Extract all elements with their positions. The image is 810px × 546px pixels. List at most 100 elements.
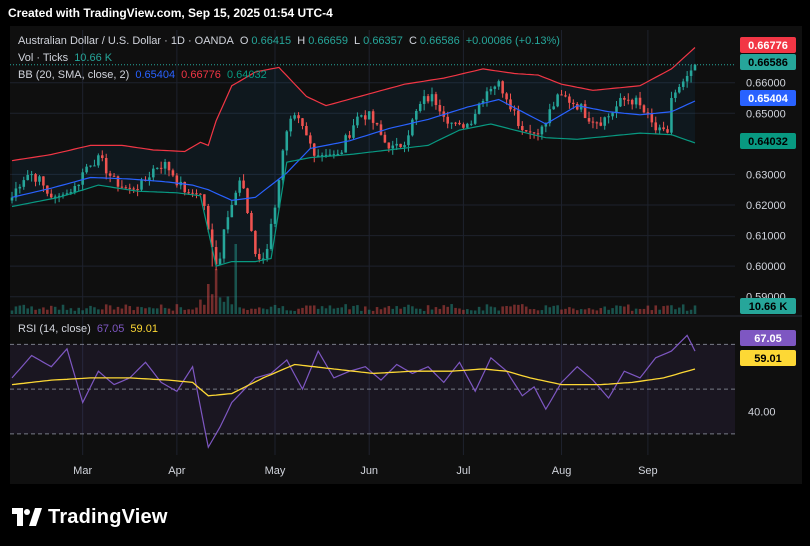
candle-body — [521, 126, 524, 131]
volume-bar — [442, 305, 446, 314]
volume-bar — [199, 299, 202, 314]
volume-bar — [536, 310, 540, 314]
candle-body — [301, 118, 304, 126]
candle-body — [155, 167, 159, 169]
volume-bar — [230, 304, 234, 314]
volume-bar — [666, 305, 669, 314]
badge-lower-bg — [740, 133, 796, 149]
volume-bar — [281, 306, 285, 314]
candle-body — [446, 116, 449, 124]
tradingview-brand: TradingView — [48, 505, 168, 528]
high-value: 0.66659 — [308, 35, 348, 47]
candle-body — [509, 99, 512, 110]
volume-bar — [254, 308, 257, 314]
candle-body — [246, 188, 249, 214]
candle-body — [650, 113, 654, 123]
volume-bar — [258, 307, 261, 314]
candle-body — [97, 155, 100, 166]
volume-bar — [289, 310, 292, 314]
candle-body — [93, 165, 96, 167]
volume-bar — [642, 308, 646, 314]
volume-bar — [14, 306, 18, 314]
legend-bb-row: BB (20, SMA, close, 2) 0.65404 0.66776 0… — [18, 69, 270, 81]
volume-bar — [371, 310, 375, 314]
badge-rsi-ma: 59.01 — [740, 350, 796, 366]
candle-body — [681, 81, 685, 87]
candle-body — [159, 167, 163, 169]
candle-body — [316, 155, 320, 157]
candle-body — [73, 186, 77, 193]
candle-body — [654, 122, 658, 131]
candle-body — [328, 154, 332, 156]
volume-bar — [678, 307, 681, 314]
volume-bar — [650, 310, 654, 314]
candle-body — [536, 133, 540, 135]
volume-bar — [104, 304, 108, 314]
badge-volume-bg — [740, 298, 796, 314]
candle-body — [30, 174, 33, 176]
volume-bar — [670, 305, 673, 314]
volume-bar — [434, 307, 438, 314]
candle-body — [603, 117, 606, 126]
volume-bar — [689, 309, 693, 314]
volume-bar — [183, 309, 186, 314]
volume-bar — [626, 304, 630, 314]
low-label: L — [354, 35, 361, 47]
candle-body — [524, 130, 528, 132]
volume-bar — [466, 309, 469, 314]
candle-body — [258, 253, 261, 260]
candle-body — [148, 177, 151, 181]
volume-bar — [579, 309, 583, 314]
candle-body — [297, 115, 300, 119]
candle-body — [430, 94, 434, 102]
volume-bar — [391, 308, 395, 314]
volume-bar — [568, 307, 571, 314]
price-tick-label: 0.65000 — [746, 108, 786, 120]
rsi-tick-label: 40.00 — [748, 406, 776, 418]
volume-bar — [395, 306, 398, 314]
candle-body — [595, 122, 599, 124]
candle-body — [140, 180, 143, 190]
badge-volume-text: 10.66 K — [749, 301, 788, 313]
candle-body — [175, 175, 179, 186]
volume-bar — [469, 310, 473, 314]
volume-bar — [328, 305, 332, 314]
volume-bar — [140, 307, 143, 314]
badge-basis-text: 0.65404 — [748, 93, 789, 105]
candle-body — [544, 123, 548, 127]
candle-body — [112, 175, 116, 177]
volume-bar — [97, 309, 100, 314]
volume-bar — [575, 310, 579, 314]
candle-body — [591, 121, 595, 123]
candle-body — [666, 129, 669, 133]
candle-body — [662, 127, 665, 130]
volume-bar — [297, 308, 300, 314]
volume-bar — [226, 296, 230, 314]
volume-bar — [273, 304, 277, 314]
volume-bar — [214, 269, 218, 314]
volume-bar — [120, 308, 124, 314]
candle-body — [399, 143, 402, 148]
symbol-title: Australian Dollar / U.S. Dollar · 1D · O… — [18, 35, 234, 47]
volume-bar — [450, 304, 453, 314]
legend-rsi-row: RSI (14, close) 67.05 59.01 — [18, 323, 161, 335]
candle-body — [57, 195, 61, 197]
candle-body — [505, 93, 508, 100]
volume-bar — [49, 305, 53, 314]
volume-bar — [572, 308, 575, 314]
volume-bar — [607, 309, 610, 314]
candle-body — [14, 188, 18, 198]
volume-bar — [532, 309, 536, 314]
time-tick-label: Sep — [638, 465, 658, 477]
candle-body — [199, 193, 202, 195]
candle-body — [615, 106, 618, 113]
chart-panel[interactable] — [10, 26, 802, 484]
volume-bar — [242, 308, 245, 314]
rsi-line — [11, 334, 696, 449]
volume-bar — [556, 305, 559, 314]
volume-bar — [509, 306, 512, 314]
volume-bar — [148, 307, 151, 314]
volume-bar — [619, 305, 622, 314]
candle-body — [85, 166, 88, 173]
